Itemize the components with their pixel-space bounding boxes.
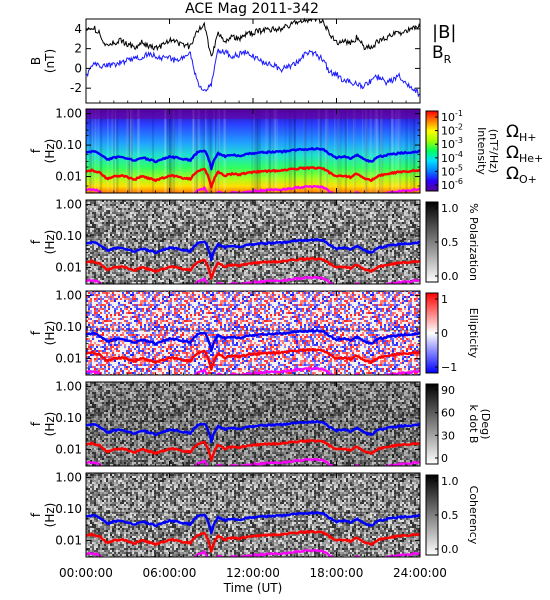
colorbar-tick-label: 0	[441, 452, 448, 465]
colorbar-tick-label: 1.0	[441, 202, 459, 215]
y-tick-label: 0.10	[55, 320, 82, 334]
colorbar-tick-label: 90	[441, 384, 455, 397]
colorbar-label: (nT²/Hz)	[487, 129, 500, 173]
x-tick-label: 18:00:00	[310, 566, 364, 580]
he-plus-gyrofrequency-line	[86, 439, 420, 462]
colorbar-tick-label: −1	[441, 361, 457, 374]
h-plus-gyrofrequency-line	[86, 146, 420, 171]
y-axis-label-main: f	[29, 148, 43, 153]
colorbar-tick-label: 0.0	[441, 270, 459, 283]
chart-title: ACE Mag 2011-342	[185, 1, 319, 17]
intensity-panel: 1.000.100.01f (Hz)10-110-210-310-410-510-…	[29, 107, 543, 194]
colorbar-label: Ellipticity	[467, 308, 480, 359]
colorbar-tick-label: 1	[441, 293, 448, 306]
he-plus-gyrofrequency-line	[86, 530, 420, 553]
h-plus-gyrofrequency-line	[86, 328, 420, 353]
x-tick-label: 12:00:00	[226, 566, 280, 580]
y-tick-label: 1.00	[55, 380, 82, 394]
b-total-series-line	[85, 17, 421, 57]
y-tick-label: 0.10	[55, 229, 82, 243]
x-tick-label: 00:00:00	[59, 566, 113, 580]
colorbar-tick-label: 1.0	[441, 475, 459, 488]
y-axis-label-unit: (Hz)	[43, 503, 57, 528]
y-axis-label-unit: (Hz)	[43, 321, 57, 346]
colorbar-label: (Deg)	[479, 409, 492, 440]
y-tick-label: -2	[70, 81, 82, 95]
colorbar-label: Coherency	[467, 486, 480, 545]
h-plus-gyrofrequency-line	[86, 419, 420, 444]
he-plus-gyrofrequency-line	[86, 166, 420, 189]
y-tick-label: 0.01	[55, 534, 82, 548]
colorbar-tick-label: 0	[441, 327, 448, 340]
ellipticity-panel: 1.00 0.10 0.01 f (Hz) 1 0 −1 Ellipticity	[29, 289, 480, 376]
y-tick-label: 1.00	[55, 107, 82, 121]
k-dot-b-panel: 1.00 0.10 0.01 f (Hz) 90 60 30 0 k dot B (Deg)	[29, 380, 492, 467]
y-tick-label: 2	[74, 42, 82, 56]
colorbar-label: Intensity	[475, 127, 488, 175]
colorbar-tick-label: 0.5	[441, 236, 459, 249]
y-axis-label-unit: (Hz)	[43, 230, 57, 255]
x-tick-label: 06:00:00	[143, 566, 197, 580]
legend-b-total: |B|	[432, 22, 456, 43]
y-axis-label-main: f	[29, 421, 43, 426]
y-axis-label-unit: (Hz)	[43, 139, 57, 164]
y-tick-label: 0.01	[55, 352, 82, 366]
y-tick-label: 0.01	[55, 170, 82, 184]
y-axis-label-unit: (nT)	[43, 49, 57, 73]
b-field-panel: 420-2B (nT)|B|BR	[29, 17, 456, 104]
x-axis-label: Time (UT)	[223, 581, 283, 595]
y-tick-label: 0	[74, 61, 82, 75]
y-tick-label: 0.10	[55, 411, 82, 425]
colorbar	[425, 383, 439, 465]
y-axis-label-main: B	[29, 57, 43, 65]
x-tick-label: 24:00:00	[393, 566, 447, 580]
colorbar-label: % Polarization	[467, 203, 480, 281]
coherency-panel: 1.00 0.10 0.01 f (Hz) 1.0 0.5 0.0 Coherency	[29, 471, 480, 558]
y-axis-label-main: f	[29, 512, 43, 517]
y-tick-label: 0.01	[55, 261, 82, 275]
y-tick-label: 4	[74, 22, 82, 36]
polarization-panel: 1.00 0.10 0.01 f (Hz) 1.0 0.5 0.0 % Polarization	[29, 198, 480, 285]
y-tick-label: 1.00	[55, 289, 82, 303]
y-tick-label: 0.10	[55, 138, 82, 152]
colorbar	[425, 110, 439, 192]
he-plus-gyrofrequency-line	[86, 257, 420, 280]
y-axis-label-main: f	[29, 239, 43, 244]
y-tick-label: 1.00	[55, 198, 82, 212]
y-tick-label: 0.01	[55, 443, 82, 457]
b-radial-series-line	[85, 48, 421, 98]
y-tick-label: 1.00	[55, 471, 82, 485]
h-plus-gyrofrequency-line	[86, 237, 420, 262]
colorbar-tick-label: 60	[441, 407, 455, 420]
he-plus-gyrofrequency-line	[86, 348, 420, 371]
colorbar-label: k dot B	[467, 405, 480, 444]
y-axis-label-main: f	[29, 330, 43, 335]
y-axis-label-unit: (Hz)	[43, 412, 57, 437]
y-tick-label: 0.10	[55, 502, 82, 516]
colorbar-tick-label: 0.5	[441, 509, 459, 522]
h-plus-gyrofrequency-line	[86, 510, 420, 535]
colorbar-tick-label: 30	[441, 429, 455, 442]
colorbar-tick-label: 0.0	[441, 543, 459, 556]
